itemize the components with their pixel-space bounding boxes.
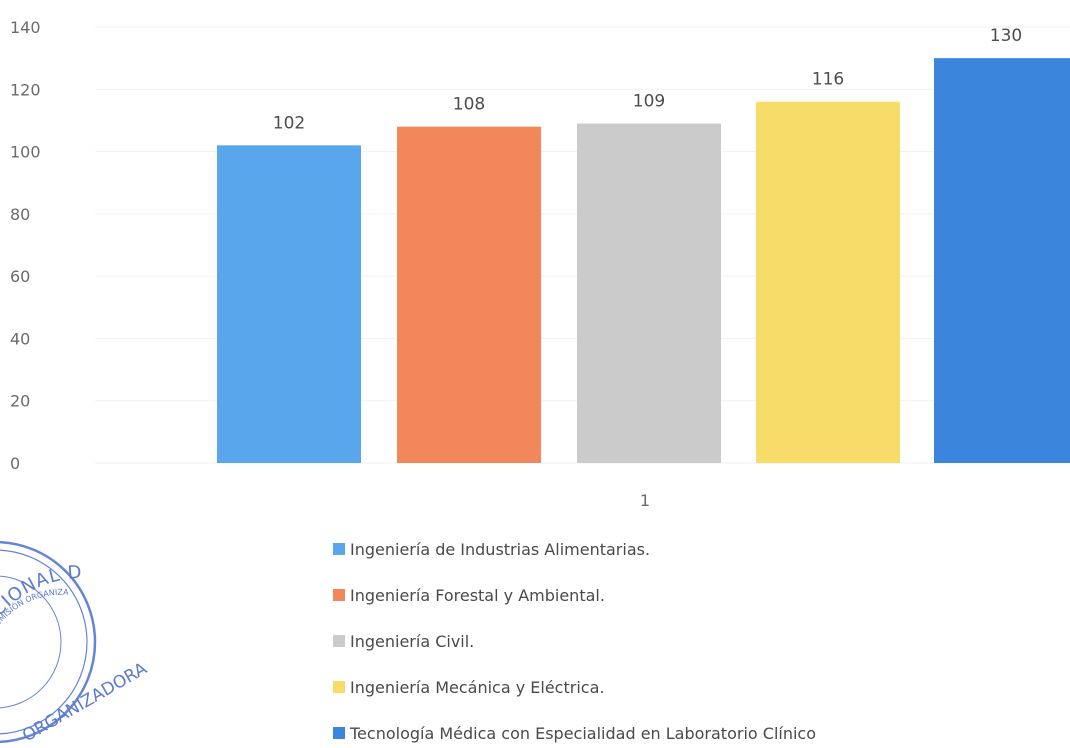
y-tick-label: 20 — [10, 392, 30, 411]
legend-label: Ingeniería Mecánica y Eléctrica. — [350, 678, 604, 697]
y-tick-label: 0 — [10, 454, 20, 473]
legend-item: Ingeniería Civil. — [333, 632, 474, 651]
legend-label: Ingeniería Forestal y Ambiental. — [350, 586, 605, 605]
x-tick-label: 1 — [640, 491, 650, 510]
legend-item: Ingeniería Forestal y Ambiental. — [333, 586, 605, 605]
data-labels: 102 108 109 116 130 — [273, 26, 1022, 133]
data-label: 108 — [453, 95, 485, 115]
y-tick-label: 140 — [10, 18, 41, 37]
bars — [217, 58, 1070, 464]
legend-swatch — [333, 635, 345, 647]
data-label: 109 — [633, 92, 665, 112]
legend-item: Tecnología Médica con Especialidad en La… — [333, 724, 816, 743]
y-tick-label: 40 — [10, 329, 30, 348]
y-tick-label: 80 — [10, 205, 30, 224]
data-label: 116 — [812, 70, 844, 90]
x-axis-ticks: 1 — [640, 491, 650, 510]
legend-swatch — [333, 543, 345, 555]
data-label: 102 — [273, 113, 305, 133]
y-axis-ticks: 0 20 40 60 80 100 120 140 — [10, 18, 41, 473]
legend-item: Ingeniería Mecánica y Eléctrica. — [333, 678, 604, 697]
bar — [756, 101, 900, 463]
legend-label: Ingeniería de Industrias Alimentarias. — [350, 540, 650, 559]
bar — [397, 126, 541, 464]
legend-label: Ingeniería Civil. — [350, 632, 474, 651]
legend-swatch — [333, 727, 345, 739]
bar — [577, 123, 721, 464]
official-seal-stamp: NACIONAL DE JAÉN COMISIÓN ORGANIZADORA O… — [0, 0, 151, 746]
legend-item: Ingeniería de Industrias Alimentarias. — [333, 540, 650, 559]
bar — [934, 58, 1070, 464]
legend-swatch — [333, 681, 345, 693]
legend-label: Tecnología Médica con Especialidad en La… — [349, 724, 816, 743]
legend: Ingeniería de Industrias Alimentarias. In… — [333, 540, 816, 743]
seal-lower-text: ORGANIZADORA — [19, 659, 151, 744]
legend-swatch — [333, 589, 345, 601]
y-tick-label: 60 — [10, 267, 30, 286]
y-tick-label: 100 — [10, 143, 41, 162]
y-tick-label: 120 — [10, 80, 41, 99]
bar — [217, 145, 361, 464]
data-label: 130 — [990, 26, 1022, 46]
